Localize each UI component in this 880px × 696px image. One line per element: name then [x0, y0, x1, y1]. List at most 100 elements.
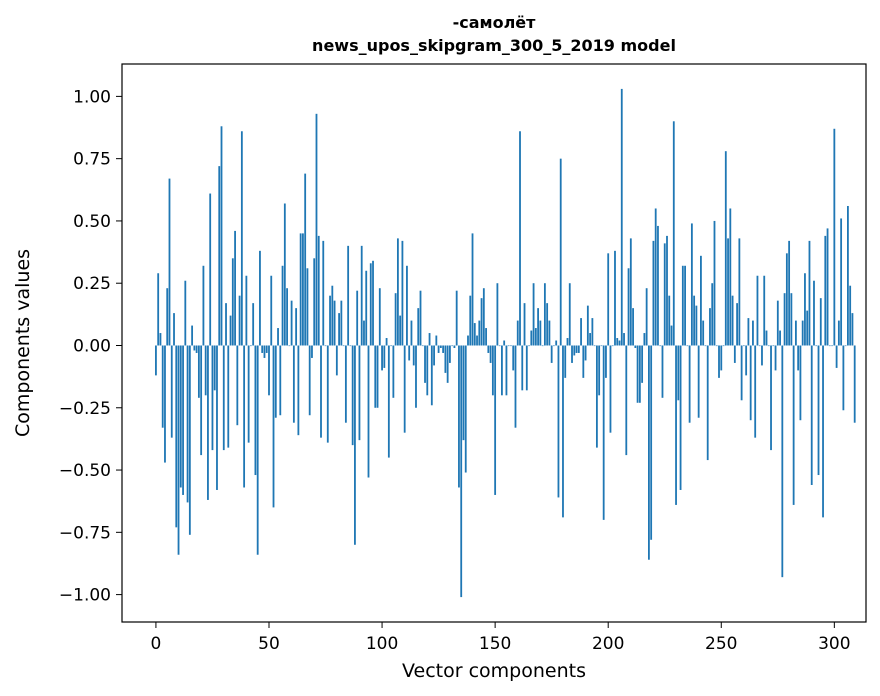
bar	[360, 245, 363, 346]
bar	[439, 345, 442, 348]
bar	[177, 345, 180, 555]
bar	[458, 345, 460, 488]
bar	[268, 345, 270, 396]
bar	[629, 238, 632, 346]
bar	[245, 275, 248, 346]
bar	[686, 345, 689, 347]
bar	[847, 205, 849, 346]
bar	[236, 345, 239, 426]
bar	[218, 166, 221, 346]
bar	[173, 313, 175, 346]
y-tick-label: −1.00	[59, 586, 111, 606]
bar	[365, 270, 368, 346]
bar	[559, 158, 562, 346]
bar	[595, 345, 598, 448]
bar	[555, 340, 558, 346]
bar	[444, 345, 447, 373]
bar	[747, 318, 750, 346]
bar	[566, 338, 569, 346]
bar	[553, 345, 555, 347]
bar	[460, 345, 463, 598]
bar	[281, 265, 284, 346]
bar	[261, 345, 264, 353]
bar	[369, 263, 372, 346]
bar	[804, 273, 806, 346]
bar	[503, 340, 506, 346]
bar	[715, 345, 718, 347]
bar	[758, 345, 761, 347]
bar	[636, 345, 639, 403]
x-axis: 0 50 100 150 200 250 300	[151, 622, 851, 654]
bar	[625, 345, 628, 456]
bar	[157, 273, 160, 346]
bar	[313, 258, 316, 346]
bar	[358, 345, 361, 441]
bar	[797, 345, 800, 371]
bar	[833, 128, 836, 346]
bar	[193, 345, 196, 351]
bar	[648, 345, 650, 560]
bar	[681, 265, 684, 346]
bar	[455, 290, 458, 346]
y-tick-label: 0.00	[73, 336, 111, 356]
bar	[539, 320, 542, 346]
bar	[381, 345, 383, 371]
bar	[776, 300, 779, 346]
y-tick-label: −0.25	[59, 399, 111, 419]
bar	[265, 345, 268, 353]
bar	[788, 240, 791, 346]
y-tick-label: 0.75	[73, 150, 111, 170]
bar	[645, 288, 648, 346]
bar	[487, 345, 490, 353]
bar	[679, 345, 682, 490]
bar-series	[155, 88, 856, 598]
bar	[272, 345, 275, 508]
bar	[718, 345, 720, 378]
bar	[652, 240, 655, 346]
bar	[616, 338, 619, 346]
bar	[632, 308, 634, 346]
bar	[363, 320, 365, 346]
bar	[634, 345, 637, 348]
bar	[828, 345, 831, 347]
bar	[602, 345, 605, 520]
bar	[571, 345, 573, 363]
bar	[550, 345, 553, 363]
y-axis-label: Components values	[12, 249, 34, 437]
bar	[731, 295, 734, 346]
bar	[489, 345, 492, 363]
bar	[376, 345, 379, 408]
bar	[164, 345, 166, 463]
bar	[643, 333, 646, 346]
bar	[247, 345, 250, 443]
bar	[654, 208, 657, 346]
bar	[562, 345, 564, 518]
bar	[274, 345, 277, 418]
bar	[188, 345, 191, 535]
bar	[338, 313, 340, 346]
bar	[306, 268, 309, 346]
bar	[243, 345, 246, 488]
bar	[453, 345, 456, 348]
bar	[259, 250, 261, 346]
bar	[292, 345, 295, 423]
bar	[331, 285, 334, 346]
bar	[225, 303, 227, 346]
bar	[449, 345, 451, 363]
bar	[598, 345, 601, 396]
bar	[399, 315, 402, 346]
bar	[485, 328, 487, 346]
bar	[240, 131, 243, 346]
x-tick-label: 150	[479, 634, 511, 654]
bar	[195, 345, 198, 353]
bar	[222, 345, 225, 451]
bar	[200, 345, 203, 456]
bar	[819, 298, 822, 346]
bar	[851, 313, 854, 346]
bar	[433, 345, 435, 366]
bar	[390, 345, 393, 347]
bar	[557, 345, 560, 498]
bar	[234, 230, 236, 346]
bar	[496, 283, 499, 346]
